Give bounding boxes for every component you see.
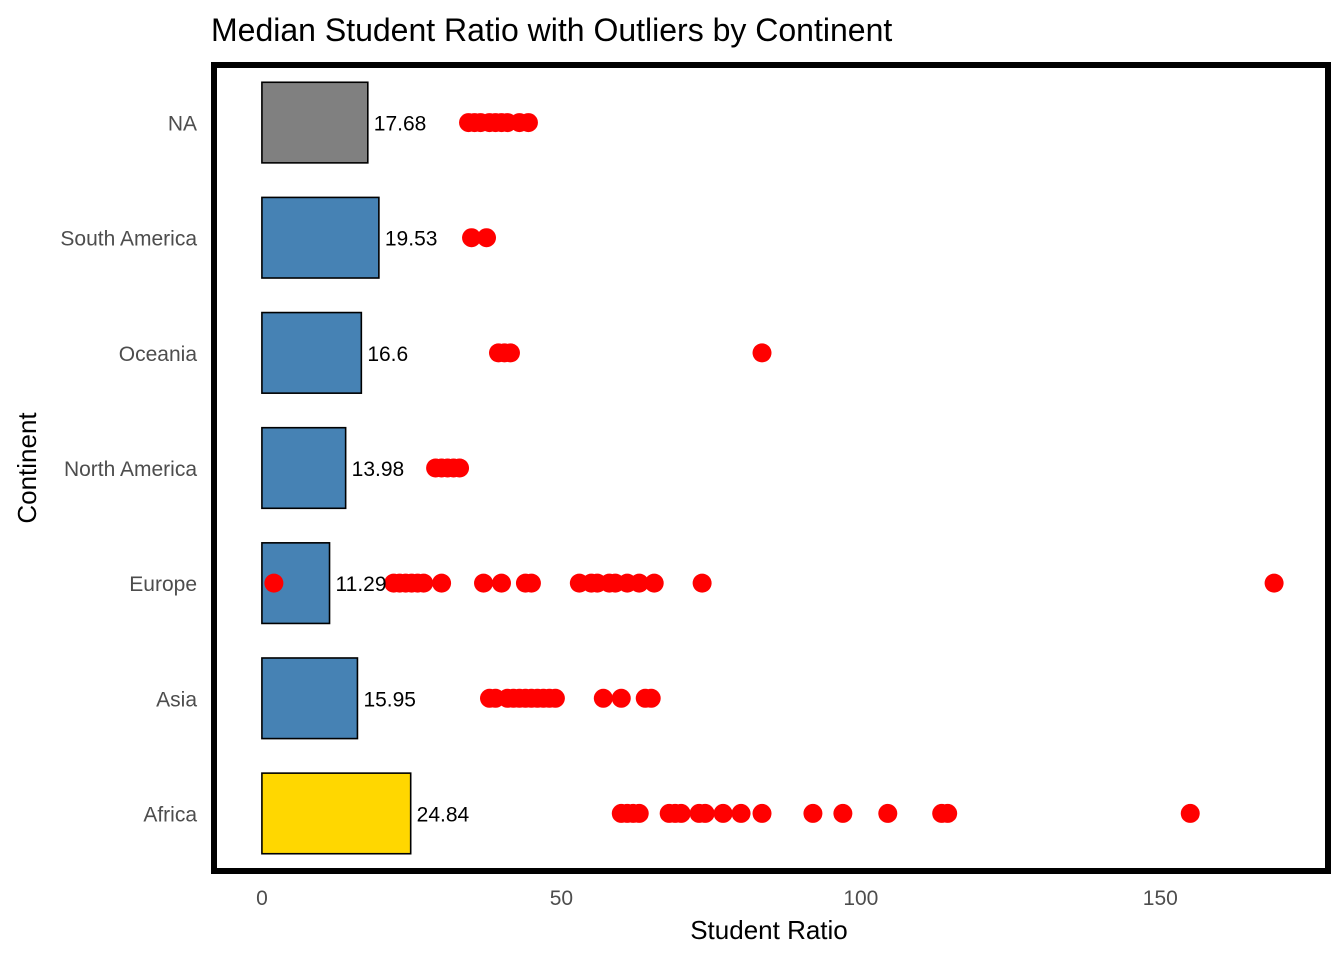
outlier-point-europe-0 — [264, 573, 284, 593]
outlier-point-africa-14 — [878, 803, 898, 823]
value-labels-layer: 24.84 15.95 11.29 13.98 16.6 19.53 17.68 — [336, 113, 470, 827]
y-tick-label-asia: Asia — [156, 688, 197, 711]
value-label-africa: 24.84 — [417, 803, 470, 826]
y-tick-label-na: NA — [168, 113, 197, 136]
outlier-point-south-america-0 — [462, 228, 482, 248]
chart-title: Median Student Ratio with Outliers by Co… — [211, 12, 892, 48]
y-axis-title: Continent — [12, 412, 42, 524]
x-axis-ticks: 0 50 100 150 — [256, 887, 1178, 910]
outlier-point-africa-9 — [713, 803, 733, 823]
outlier-point-africa-13 — [833, 803, 853, 823]
x-tick-label-50: 50 — [550, 887, 573, 910]
x-tick-label-150: 150 — [1143, 887, 1178, 910]
outliers-layer — [264, 113, 1284, 823]
outlier-point-asia-14 — [641, 688, 661, 708]
y-axis-ticks: Africa Asia Europe North America Oceania Sout… — [60, 113, 197, 827]
value-label-asia: 15.95 — [363, 688, 416, 711]
outlier-point-europe-8 — [474, 573, 494, 593]
value-label-na: 17.68 — [374, 113, 427, 136]
bar-na — [261, 81, 369, 164]
outlier-point-europe-18 — [629, 573, 649, 593]
outlier-point-oceania-3 — [752, 343, 772, 363]
x-tick-label-0: 0 — [256, 887, 268, 910]
bar-south-america — [261, 196, 380, 279]
outlier-point-africa-11 — [752, 803, 772, 823]
outlier-point-europe-9 — [491, 573, 511, 593]
value-label-north-america: 13.98 — [352, 458, 405, 481]
outlier-point-north-america-4 — [450, 458, 470, 478]
outlier-point-africa-8 — [695, 803, 715, 823]
outlier-point-asia-12 — [611, 688, 631, 708]
bar-oceania — [261, 311, 363, 394]
outlier-point-europe-19 — [644, 573, 664, 593]
outlier-point-europe-11 — [521, 573, 541, 593]
bars-layer — [261, 81, 412, 855]
outlier-point-africa-3 — [629, 803, 649, 823]
outlier-point-europe-20 — [692, 573, 712, 593]
y-tick-label-north-america: North America — [64, 458, 197, 481]
outlier-point-south-america-1 — [477, 228, 497, 248]
y-tick-label-africa: Africa — [143, 803, 197, 826]
outlier-point-oceania-2 — [500, 343, 520, 363]
outlier-point-asia-10 — [545, 688, 565, 708]
y-tick-label-south-america: South America — [60, 228, 197, 251]
value-label-europe: 11.29 — [336, 573, 387, 596]
outlier-point-europe-6 — [414, 573, 434, 593]
outlier-point-na-8 — [518, 113, 538, 133]
value-label-oceania: 16.6 — [367, 343, 408, 366]
outlier-point-africa-16 — [938, 803, 958, 823]
x-tick-label-100: 100 — [843, 887, 878, 910]
outlier-point-africa-17 — [1180, 803, 1200, 823]
bar-africa — [261, 772, 412, 855]
value-label-south-america: 19.53 — [385, 228, 438, 251]
outlier-point-asia-11 — [593, 688, 613, 708]
bar-north-america — [261, 426, 347, 510]
outlier-point-africa-12 — [803, 803, 823, 823]
outlier-point-africa-10 — [731, 803, 751, 823]
outlier-point-africa-6 — [671, 803, 691, 823]
outlier-point-europe-21 — [1264, 573, 1284, 593]
y-tick-label-oceania: Oceania — [119, 343, 198, 366]
plot-panel-border — [211, 62, 1331, 874]
x-axis-title: Student Ratio — [690, 915, 848, 945]
y-tick-label-europe: Europe — [129, 573, 197, 596]
outlier-point-europe-7 — [432, 573, 452, 593]
bar-asia — [261, 657, 359, 740]
